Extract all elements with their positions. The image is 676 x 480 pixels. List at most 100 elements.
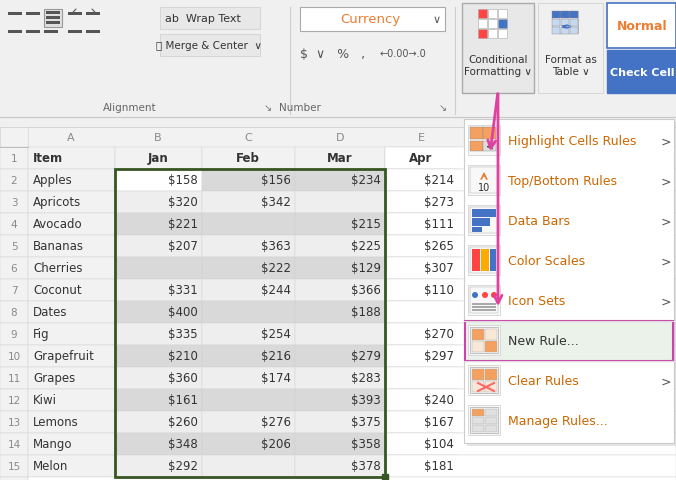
Text: $273: $273 (424, 196, 454, 209)
Bar (478, 10, 487, 19)
Text: Fig: Fig (33, 328, 49, 341)
Bar (28, 257, 115, 279)
Bar (470, 327, 498, 353)
Bar (115, 169, 202, 192)
Text: 3: 3 (11, 198, 18, 207)
Bar (202, 279, 295, 301)
Bar (295, 389, 385, 411)
Text: C: C (244, 133, 252, 143)
Bar (488, 20, 497, 29)
Bar (115, 236, 202, 257)
Text: 13: 13 (7, 417, 21, 427)
Bar (26, 31, 40, 34)
Text: $216: $216 (261, 350, 291, 363)
Text: New Rule...: New Rule... (508, 335, 579, 348)
Text: Table ∨: Table ∨ (552, 67, 590, 77)
Bar (385, 367, 458, 389)
Bar (115, 301, 202, 324)
Bar (607, 4, 676, 49)
Bar (385, 324, 676, 345)
Circle shape (491, 292, 497, 299)
Bar (0, 345, 28, 367)
Bar (0, 389, 28, 411)
Text: $360: $360 (168, 372, 198, 384)
Bar (0, 477, 28, 480)
Bar (485, 381, 497, 392)
Bar (470, 168, 498, 193)
Bar (0, 128, 28, 148)
Text: 5: 5 (11, 241, 18, 252)
Text: >: > (660, 215, 671, 228)
Bar (385, 148, 676, 169)
Bar (202, 169, 295, 192)
Bar (472, 250, 480, 271)
Bar (385, 257, 458, 279)
Bar (485, 329, 497, 340)
Text: ✒: ✒ (560, 21, 572, 35)
Bar (468, 245, 500, 276)
Bar (202, 455, 295, 477)
Bar (28, 455, 115, 477)
Text: Avocado: Avocado (33, 218, 82, 231)
Text: Currency: Currency (340, 13, 400, 26)
Text: Coconut: Coconut (33, 284, 82, 297)
Bar (470, 142, 483, 152)
Bar (552, 12, 578, 19)
Bar (28, 411, 115, 433)
Text: Alignment: Alignment (103, 103, 157, 113)
Text: $206: $206 (261, 438, 291, 451)
Bar (385, 324, 458, 345)
Text: Dates: Dates (33, 306, 68, 319)
Bar (28, 433, 115, 455)
Bar (295, 236, 385, 257)
Bar (472, 228, 482, 232)
FancyArrowPatch shape (494, 95, 502, 303)
Bar (295, 345, 385, 367)
Bar (28, 236, 115, 257)
Text: $207: $207 (168, 240, 198, 253)
Text: $240: $240 (424, 394, 454, 407)
Bar (385, 345, 676, 367)
Text: $366: $366 (351, 284, 381, 297)
Text: $335: $335 (168, 328, 198, 341)
Text: >: > (660, 295, 671, 308)
Text: ←0.00→.0: ←0.00→.0 (380, 49, 427, 59)
Bar (472, 381, 484, 392)
Bar (115, 433, 202, 455)
Bar (28, 367, 115, 389)
Text: $378: $378 (352, 459, 381, 472)
Bar (160, 35, 260, 57)
Bar (385, 411, 458, 433)
Text: Melon: Melon (33, 459, 68, 472)
Text: D: D (336, 133, 344, 143)
Bar (485, 425, 497, 432)
Bar (0, 236, 28, 257)
Bar (498, 20, 507, 29)
Text: E: E (418, 133, 425, 143)
Bar (385, 455, 676, 477)
Bar (44, 13, 58, 16)
Bar (0, 455, 28, 477)
Bar (385, 345, 458, 367)
Bar (115, 411, 202, 433)
Text: Format as: Format as (545, 55, 597, 65)
Text: Conditional: Conditional (468, 55, 528, 65)
Text: $156: $156 (261, 174, 291, 187)
Bar (44, 31, 58, 34)
Text: Mango: Mango (33, 438, 72, 451)
Bar (464, 120, 674, 443)
Bar (0, 214, 28, 236)
Bar (28, 345, 115, 367)
Bar (468, 166, 500, 195)
Bar (0, 169, 28, 192)
Text: $307: $307 (425, 262, 454, 275)
Bar (295, 455, 385, 477)
Bar (485, 409, 497, 416)
Bar (385, 192, 676, 214)
Text: Icon Sets: Icon Sets (508, 295, 565, 308)
Bar (472, 417, 484, 424)
Text: >: > (660, 375, 671, 388)
Text: $110: $110 (424, 284, 454, 297)
Bar (472, 369, 484, 380)
Text: Apr: Apr (409, 152, 433, 165)
